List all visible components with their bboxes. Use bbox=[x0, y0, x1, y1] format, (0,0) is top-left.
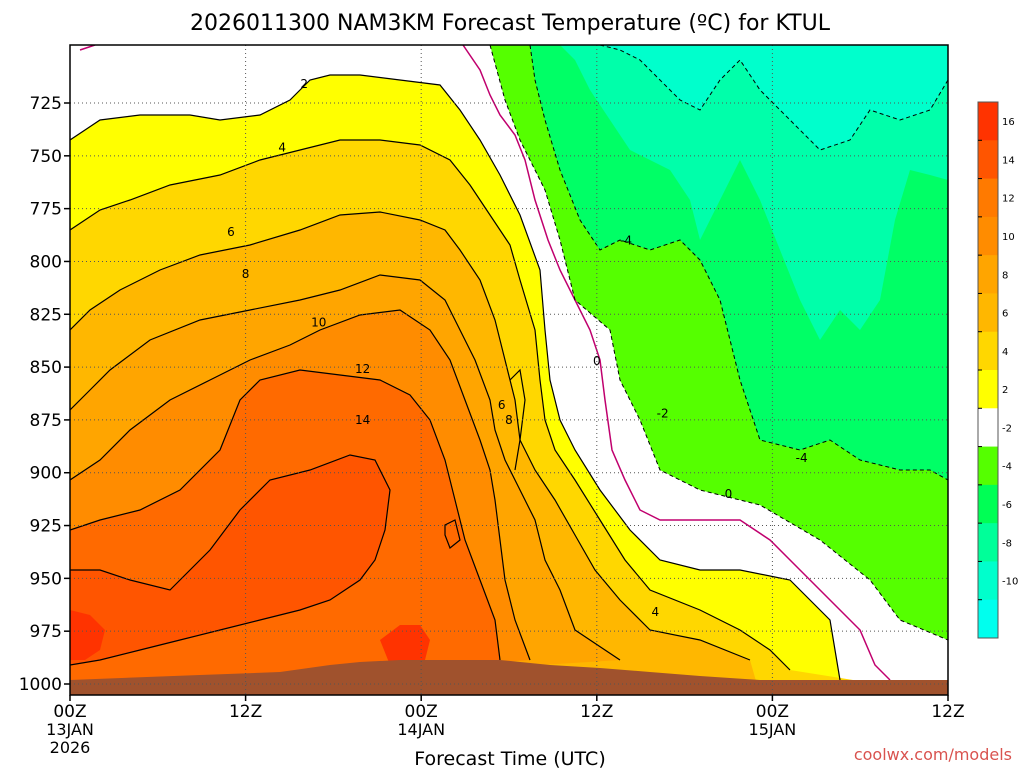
colorbar-swatch bbox=[978, 370, 998, 409]
contour-lines bbox=[70, 74, 841, 681]
x-tick-label: 12Z bbox=[931, 702, 964, 722]
colorbar-label: 12 bbox=[1002, 194, 1015, 205]
y-tick-label: 900 bbox=[30, 464, 62, 484]
colorbar-label: 8 bbox=[1002, 270, 1008, 281]
x-tick-label: 00Z bbox=[405, 702, 438, 722]
x-tick-year: 2026 bbox=[50, 738, 91, 757]
colorbar-swatch bbox=[978, 216, 998, 256]
credit-link[interactable]: coolwx.com/models bbox=[854, 745, 1012, 764]
colorbar-swatch bbox=[978, 255, 998, 294]
colorbar-swatch bbox=[978, 484, 998, 524]
y-tick-label: 975 bbox=[30, 622, 62, 642]
y-tick-label: 950 bbox=[30, 569, 62, 589]
colorbar-label: 16 bbox=[1002, 117, 1015, 128]
band-16plus-left bbox=[70, 610, 105, 660]
contour-label: -4 bbox=[620, 233, 632, 247]
colorbar-swatch bbox=[978, 331, 998, 371]
colorbar-swatch bbox=[978, 408, 998, 448]
colorbar-swatch bbox=[978, 140, 998, 180]
zero-isotherm bbox=[79, 45, 891, 681]
y-tick-label: 850 bbox=[30, 358, 62, 378]
colorbar-label: 4 bbox=[1002, 347, 1008, 358]
y-tick-label: 750 bbox=[30, 147, 62, 167]
colorbar-swatch bbox=[978, 523, 998, 562]
x-tick-label: 00Z bbox=[756, 702, 789, 722]
colorbar-label: 2 bbox=[1002, 385, 1008, 396]
colorbar-label: -4 bbox=[1002, 462, 1012, 473]
colorbar: 16 14 12 10 8 6 4 2 -2 -4 -6 -8 -10 bbox=[977, 101, 1018, 639]
colorbar-swatch bbox=[978, 102, 998, 141]
contour-label: 2 bbox=[300, 77, 308, 91]
x-tick-label: 12Z bbox=[580, 702, 613, 722]
contour-label: 12 bbox=[355, 362, 370, 376]
terrain bbox=[70, 660, 948, 695]
contour-label: -2 bbox=[657, 407, 669, 421]
colorbar-label: -2 bbox=[1002, 423, 1012, 434]
plot-frame bbox=[69, 44, 949, 696]
band-minus10 bbox=[600, 45, 948, 150]
contour-label: 6 bbox=[227, 225, 235, 239]
y-axis: 725 750 775 800 825 850 875 900 925 950 975 1000 bbox=[19, 94, 70, 695]
contour-label: 4 bbox=[278, 140, 286, 154]
y-tick-label: 925 bbox=[30, 517, 62, 537]
y-tick-label: 825 bbox=[30, 305, 62, 325]
colorbar-swatch bbox=[978, 446, 998, 486]
colorbar-label: 6 bbox=[1002, 309, 1008, 320]
colorbar-swatch bbox=[978, 178, 998, 218]
contour-label: 10 bbox=[311, 316, 326, 330]
contour-label: 8 bbox=[242, 267, 250, 281]
x-tick-date: 13JAN bbox=[46, 720, 94, 739]
x-tick-label: 12Z bbox=[229, 702, 262, 722]
plot-area bbox=[70, 45, 948, 695]
colorbar-label: 14 bbox=[1002, 155, 1015, 166]
x-axis-label: Forecast Time (UTC) bbox=[414, 748, 605, 768]
colorbar-swatch bbox=[978, 293, 998, 333]
contour-label: -4 bbox=[796, 451, 808, 465]
contour-label: 0 bbox=[725, 487, 733, 501]
chart-title: 2026011300 NAM3KM Forecast Temperature (… bbox=[190, 11, 831, 36]
y-tick-label: 725 bbox=[30, 94, 62, 114]
cold-contours bbox=[489, 45, 948, 641]
contour-label: 0 bbox=[593, 354, 601, 368]
colorbar-swatch bbox=[978, 561, 998, 601]
band-14-16 bbox=[70, 455, 390, 665]
colorbar-label: -10 bbox=[1002, 577, 1018, 588]
contour-label: 4 bbox=[652, 605, 660, 619]
colorbar-swatch bbox=[978, 599, 998, 639]
y-tick-label: 1000 bbox=[19, 675, 62, 695]
band-16plus-mid bbox=[380, 625, 430, 665]
y-tick-label: 875 bbox=[30, 411, 62, 431]
x-tick-date: 14JAN bbox=[397, 720, 445, 739]
y-tick-label: 800 bbox=[30, 252, 62, 272]
x-tick-date: 15JAN bbox=[749, 720, 797, 739]
y-tick-label: 775 bbox=[30, 200, 62, 220]
colorbar-label: -6 bbox=[1002, 500, 1012, 511]
colorbar-label: -8 bbox=[1002, 538, 1012, 549]
colorbar-label: 10 bbox=[1002, 232, 1015, 243]
contour-label: 6 bbox=[498, 398, 506, 412]
contour-label: 8 bbox=[505, 413, 513, 427]
x-tick-label: 00Z bbox=[53, 702, 86, 722]
contour-label: 14 bbox=[355, 413, 370, 427]
